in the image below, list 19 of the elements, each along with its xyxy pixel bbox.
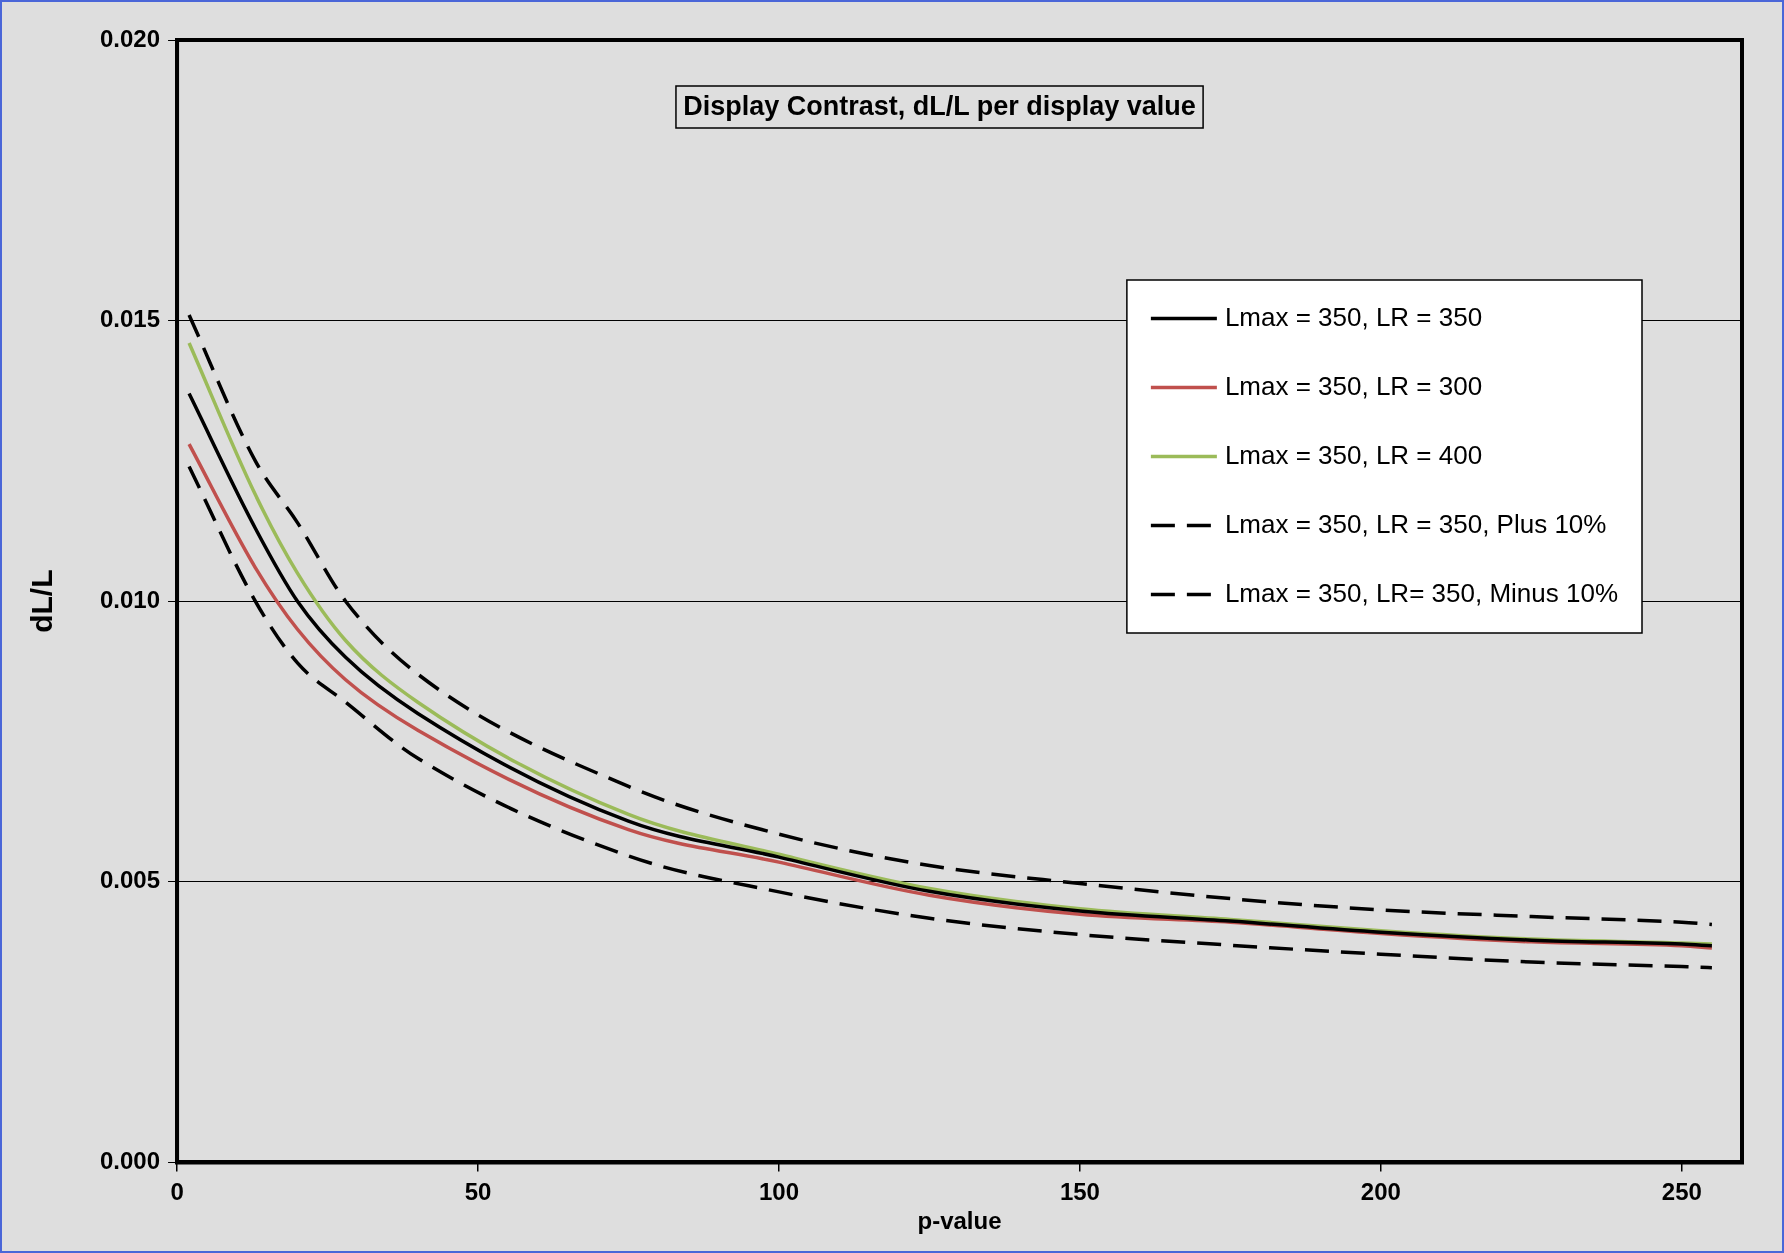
- x-tick-label: 250: [1661, 1178, 1702, 1206]
- legend-label: Lmax = 350, LR = 350, Plus 10%: [1224, 508, 1607, 539]
- y-tick-label: 0.020: [100, 24, 161, 52]
- x-tick-label: 100: [758, 1178, 799, 1206]
- x-axis-title: p-value: [917, 1207, 1002, 1235]
- text: Display Contrast, dL/L per display value: [683, 91, 1196, 122]
- y-tick-label: 0.015: [100, 305, 161, 333]
- x-tick-label: 200: [1360, 1178, 1401, 1206]
- y-tick-label: 0.010: [100, 585, 161, 613]
- x-tick-label: 50: [464, 1178, 492, 1206]
- legend-label: Lmax = 350, LR = 400: [1224, 439, 1483, 470]
- y-axis-title: dL/L: [25, 569, 59, 633]
- x-tick-label: 0: [170, 1178, 184, 1206]
- legend-label: Lmax = 350, LR = 300: [1224, 370, 1483, 401]
- y-tick-label: 0.000: [100, 1147, 161, 1175]
- y-tick-label: 0.005: [100, 866, 161, 894]
- x-tick-label: 150: [1059, 1178, 1100, 1206]
- legend-label: Lmax = 350, LR = 350: [1224, 301, 1483, 332]
- legend-label: Lmax = 350, LR= 350, Minus 10%: [1224, 577, 1618, 608]
